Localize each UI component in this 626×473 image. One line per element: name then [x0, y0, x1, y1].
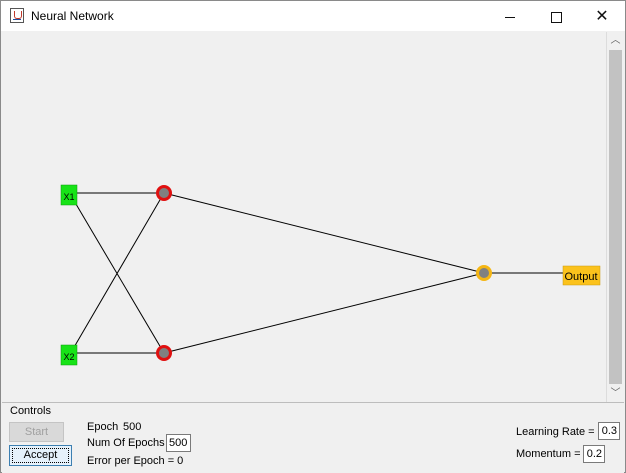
output-node-center — [479, 268, 489, 278]
window-title: Neural Network — [31, 9, 114, 23]
momentum-input[interactable]: 0.2 — [583, 445, 605, 463]
hidden-node-2-center — [159, 348, 169, 358]
controls-panel: Controls Start Accept Epoch 500 Num Of E… — [2, 402, 624, 473]
vertical-scrollbar[interactable]: ︿ ﹀ — [607, 32, 624, 402]
minimize-icon — [505, 16, 515, 18]
scrollbar-thumb[interactable] — [609, 50, 622, 384]
network-diagram: X1 X2 Output — [60, 184, 601, 366]
start-button[interactable]: Start — [9, 422, 64, 442]
learning-rate-input[interactable]: 0.3 — [598, 422, 620, 440]
edge-h2-out — [163, 272, 485, 354]
epoch-label: Epoch — [87, 421, 119, 433]
network-canvas: X1 X2 Output — [2, 32, 607, 402]
output-label-text: Output — [564, 271, 597, 283]
output-node[interactable] — [476, 265, 492, 281]
error-per-epoch-label: Error per Epoch = 0 — [87, 455, 184, 467]
accept-button[interactable]: Accept — [9, 445, 72, 466]
input-node-x2-label: X2 — [63, 352, 74, 362]
input-node-x2[interactable]: X2 — [60, 344, 78, 366]
input-node-x1-box — [60, 184, 78, 206]
maximize-button[interactable] — [533, 1, 579, 31]
epoch-value: 500 — [123, 421, 142, 433]
hidden-node-2[interactable] — [156, 345, 172, 361]
close-button[interactable]: ✕ — [579, 1, 625, 31]
num-epochs-label: Num Of Epochs — [87, 437, 165, 449]
input-node-x1-label: X1 — [63, 192, 74, 202]
minimize-button[interactable] — [487, 1, 533, 31]
output-label-node[interactable]: Output — [562, 265, 601, 286]
learning-rate-label: Learning Rate = — [516, 426, 595, 438]
hidden-node-1-center — [159, 188, 169, 198]
edge-h1-out — [163, 192, 485, 274]
momentum-label: Momentum = — [516, 448, 581, 460]
java-app-icon — [10, 8, 24, 23]
hidden-node-1[interactable] — [156, 185, 172, 201]
scroll-up-arrow-icon[interactable]: ︿ — [610, 35, 621, 46]
num-epochs-input[interactable]: 500 — [166, 434, 191, 452]
output-label-box — [562, 265, 601, 286]
maximize-icon — [550, 11, 562, 23]
close-icon: ✕ — [595, 8, 609, 25]
title-bar[interactable]: Neural Network ✕ — [1, 1, 625, 31]
edge-x1-h2 — [72, 198, 165, 354]
network-edges — [72, 192, 564, 354]
edge-x2-h1 — [72, 192, 165, 350]
input-node-x2-box — [60, 344, 78, 366]
controls-legend: Controls — [10, 405, 51, 417]
scroll-down-arrow-icon[interactable]: ﹀ — [610, 388, 621, 399]
input-node-x1[interactable]: X1 — [60, 184, 78, 206]
